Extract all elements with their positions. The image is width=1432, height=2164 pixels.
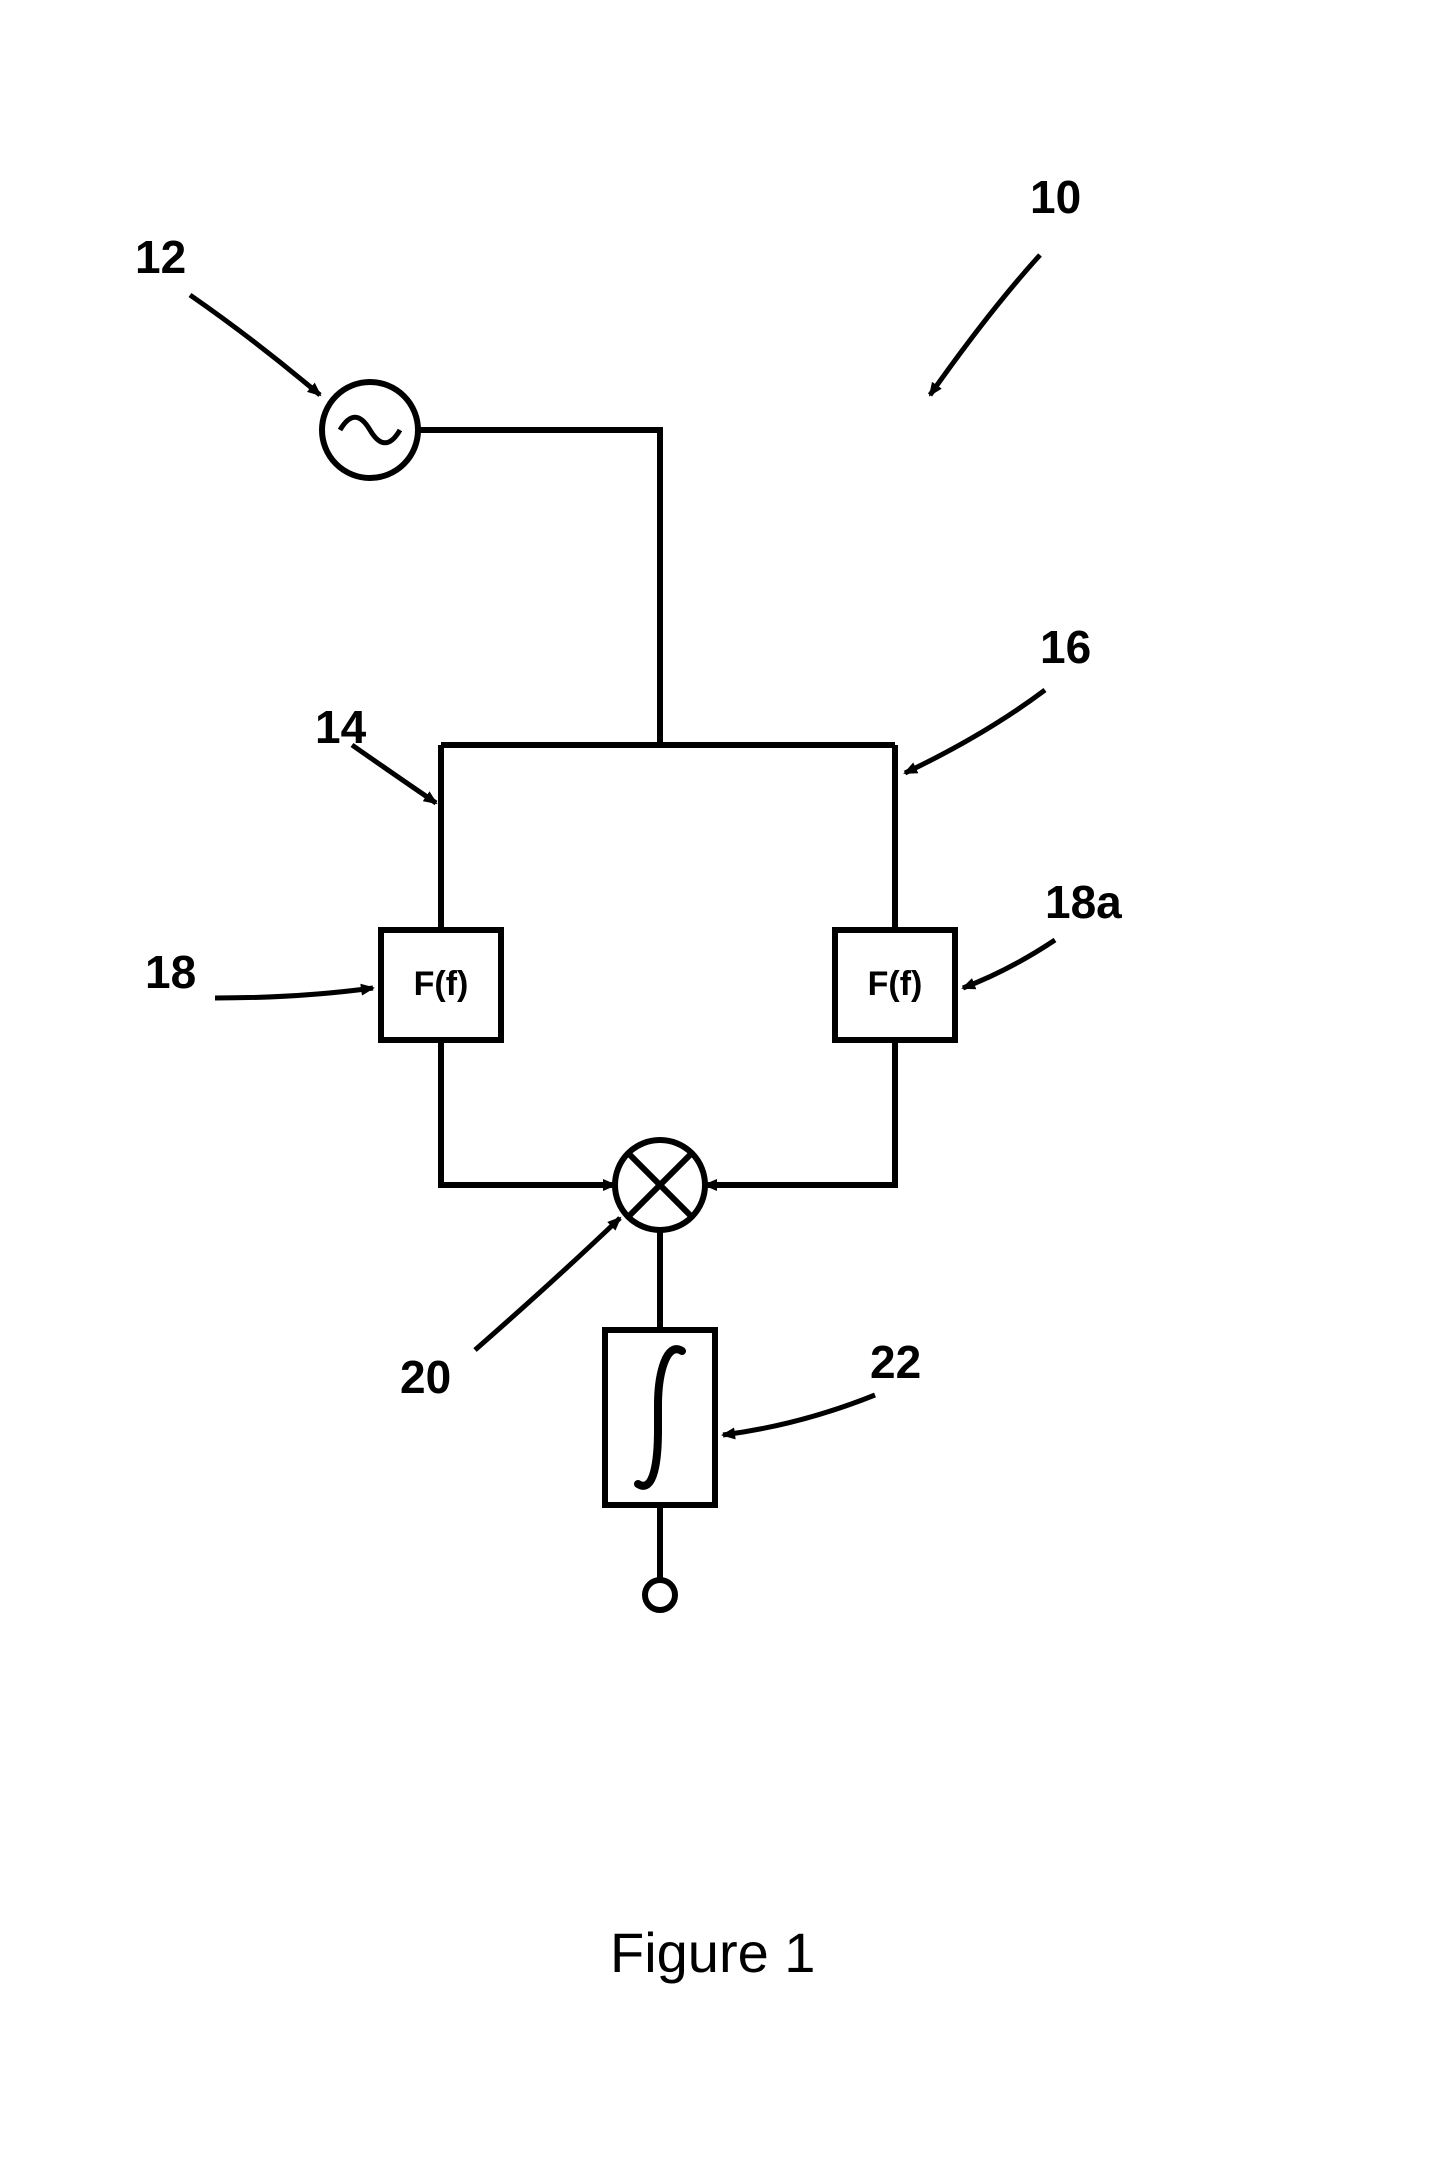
integral-icon [638, 1349, 682, 1486]
output-port [645, 1580, 675, 1610]
leader-arrow-18 [215, 988, 373, 998]
block-diagram: F(f) F(f) [0, 0, 1432, 2164]
edge [441, 1040, 615, 1185]
leader-arrow-18a [963, 940, 1055, 988]
ref-10: 10 [1030, 170, 1081, 224]
ref-18a: 18a [1045, 875, 1122, 929]
ref-22: 22 [870, 1335, 921, 1389]
ref-16: 16 [1040, 620, 1091, 674]
ref-12: 12 [135, 230, 186, 284]
leader-arrow-10 [930, 255, 1040, 395]
leader-arrow-20 [475, 1218, 620, 1350]
sine-icon [340, 417, 400, 443]
ref-14: 14 [315, 700, 366, 754]
edge [705, 1040, 895, 1185]
leader-arrow-22 [723, 1395, 875, 1435]
ref-18: 18 [145, 945, 196, 999]
leader-arrow-16 [905, 690, 1045, 773]
ref-20: 20 [400, 1350, 451, 1404]
filter-left-label: F(f) [414, 965, 469, 1003]
edge [418, 430, 660, 745]
leader-arrow-12 [190, 295, 320, 395]
figure-caption: Figure 1 [610, 1920, 815, 1985]
filter-right-label: F(f) [868, 965, 923, 1003]
